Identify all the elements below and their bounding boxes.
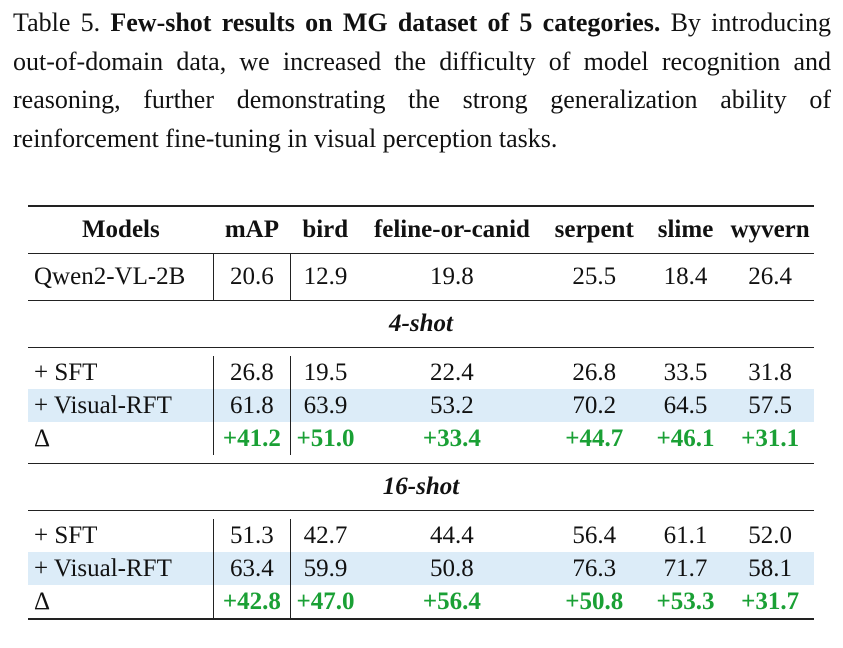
cell-map: 63.4	[213, 552, 291, 585]
baseline-map: 20.6	[213, 253, 291, 301]
cell-feline: 44.4	[430, 522, 474, 549]
row-model: Δ	[34, 425, 51, 452]
cell-slime: 71.7	[644, 552, 727, 585]
table-caption: Table 5. Few-shot results on MG dataset …	[13, 4, 831, 158]
table-row-highlighted: + Visual-RFT 61.8 63.9 53.2 70.2 64.5 57…	[28, 389, 814, 422]
cell-wyvern: 31.8	[748, 359, 792, 386]
spacer-row	[28, 347, 814, 356]
cell-map: 26.8	[213, 356, 291, 389]
results-table: Models mAP bird feline-or-canid serpent …	[28, 205, 814, 620]
table-row-highlighted: + Visual-RFT 63.4 59.9 50.8 76.3 71.7 58…	[28, 552, 814, 585]
cell-feline: 50.8	[360, 552, 544, 585]
header-map: mAP	[213, 205, 291, 254]
cell-serpent: 56.4	[572, 522, 617, 549]
row-model: Δ	[28, 585, 214, 620]
header-slime: slime	[644, 205, 727, 254]
group-label: 4-shot	[28, 300, 814, 348]
table-row: + SFT 51.3 42.7 44.4 56.4 61.1 52.0	[28, 519, 814, 552]
row-model: + Visual-RFT	[28, 552, 214, 585]
row-model: + Visual-RFT	[28, 389, 214, 422]
baseline-slime: 18.4	[644, 253, 727, 301]
baseline-feline: 19.8	[360, 253, 544, 301]
baseline-wyvern: 26.4	[726, 253, 814, 301]
cell-bird: +47.0	[289, 585, 361, 620]
cell-wyvern: +31.7	[726, 585, 814, 620]
caption-body: By introducing out-of-domain data, we in…	[13, 8, 832, 153]
cell-map: +42.8	[213, 585, 291, 620]
cell-serpent: +50.8	[543, 585, 645, 620]
cell-wyvern: 52.0	[748, 522, 792, 549]
cell-slime: +53.3	[644, 585, 727, 620]
cell-map: 61.8	[213, 389, 291, 422]
cell-wyvern: 58.1	[726, 552, 814, 585]
row-model: + SFT	[34, 522, 98, 549]
delta-row: Δ +41.2 +51.0 +33.4 +44.7 +46.1 +31.1	[28, 422, 814, 455]
cell-feline: 53.2	[360, 389, 544, 422]
cell-feline: +33.4	[422, 425, 481, 452]
cell-map: 51.3	[213, 519, 291, 552]
spacer-row	[28, 455, 814, 464]
cell-map: +41.2	[213, 422, 291, 455]
header-row: Models mAP bird feline-or-canid serpent …	[28, 205, 814, 254]
row-model: + SFT	[34, 359, 98, 386]
cell-serpent: 26.8	[572, 359, 617, 386]
group-header-4-shot: 4-shot	[28, 300, 814, 348]
group-label: 16-shot	[28, 463, 814, 511]
baseline-model: Qwen2-VL-2B	[28, 253, 214, 301]
caption-label: Table 5.	[13, 8, 101, 37]
table-row: + SFT 26.8 19.5 22.4 26.8 33.5 31.8	[28, 356, 814, 389]
header-wyvern: wyvern	[726, 205, 814, 254]
cell-slime: +46.1	[656, 425, 715, 452]
cell-bird: 42.7	[289, 519, 361, 552]
baseline-serpent: 25.5	[543, 253, 645, 301]
cell-serpent: 76.3	[543, 552, 645, 585]
cell-bird: 19.5	[289, 356, 361, 389]
spacer-row	[28, 510, 814, 519]
cell-slime: 61.1	[663, 522, 708, 549]
cell-feline: 22.4	[430, 359, 474, 386]
header-feline-or-canid: feline-or-canid	[360, 205, 544, 254]
delta-row: Δ +42.8 +47.0 +56.4 +50.8 +53.3 +31.7	[28, 585, 814, 620]
caption-title: Few-shot results on MG dataset of 5 cate…	[110, 8, 661, 37]
cell-wyvern: 57.5	[726, 389, 814, 422]
cell-serpent: +44.7	[565, 425, 624, 452]
baseline-bird: 12.9	[289, 253, 361, 301]
group-header-16-shot: 16-shot	[28, 463, 814, 511]
header-bird: bird	[290, 205, 361, 254]
cell-slime: 64.5	[644, 389, 727, 422]
header-models: Models	[28, 205, 214, 254]
cell-bird: 59.9	[289, 552, 361, 585]
cell-wyvern: +31.1	[741, 425, 800, 452]
cell-slime: 33.5	[663, 359, 708, 386]
cell-bird: +51.0	[289, 422, 361, 455]
cell-feline: +56.4	[360, 585, 544, 620]
header-serpent: serpent	[543, 205, 645, 254]
cell-bird: 63.9	[289, 389, 361, 422]
cell-serpent: 70.2	[543, 389, 645, 422]
baseline-row: Qwen2-VL-2B 20.6 12.9 19.8 25.5 18.4 26.…	[28, 253, 814, 301]
